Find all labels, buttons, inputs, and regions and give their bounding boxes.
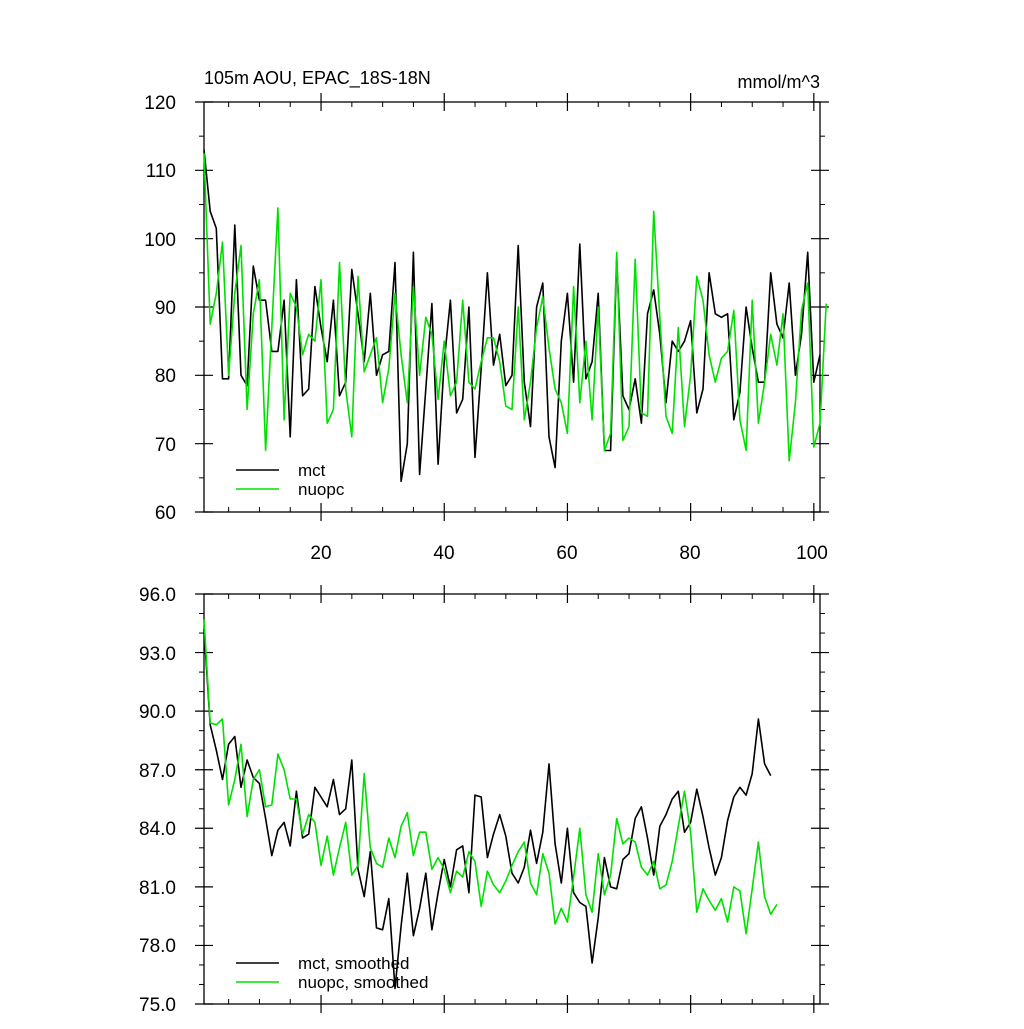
top-series-nuopc-line — [203, 153, 827, 462]
bottom-y-tick-label-84: 84.0 — [139, 819, 176, 840]
bottom-y-tick-label-78: 78.0 — [139, 936, 176, 957]
top-x-tick-label-40: 40 — [433, 543, 454, 564]
bottom-series-nuopc-smoothed-line — [203, 619, 778, 935]
top-y-tick-label-60: 60 — [155, 503, 176, 524]
top-y-tick-label-90: 90 — [155, 298, 176, 319]
top-y-tick-label-80: 80 — [155, 366, 176, 387]
bottom-y-tick-label-93: 93.0 — [139, 644, 176, 665]
bottom-panel: 75.0 78.0 81.0 84.0 87.0 90.0 93.0 96.0 … — [139, 585, 829, 1016]
top-x-tick-label-80: 80 — [679, 543, 700, 564]
top-legend-mct-label: mct — [298, 461, 326, 480]
bottom-y-tick-label-90: 90.0 — [139, 702, 176, 723]
top-y-tick-label-100: 100 — [144, 230, 176, 251]
top-chart-title: 105m AOU, EPAC_18S-18N — [204, 68, 431, 89]
bottom-y-tick-label-75: 75.0 — [139, 995, 176, 1016]
bottom-y-tick-label-81: 81.0 — [139, 878, 176, 899]
top-x-tick-label-20: 20 — [310, 543, 331, 564]
top-y-tick-label-110: 110 — [146, 161, 176, 182]
top-x-tick-label-100: 100 — [796, 543, 828, 564]
top-legend-nuopc-label: nuopc — [298, 480, 345, 499]
top-panel: 105m AOU, EPAC_18S-18N mmol/m^3 60 70 80… — [144, 68, 829, 564]
top-legend: mct nuopc — [236, 461, 345, 499]
top-chart-units: mmol/m^3 — [738, 72, 820, 92]
bottom-legend-mct-label: mct, smoothed — [298, 954, 410, 973]
bottom-series-mct-smoothed-line — [203, 629, 772, 990]
top-y-tick-label-120: 120 — [144, 93, 176, 114]
bottom-y-tick-label-87: 87.0 — [139, 761, 176, 782]
bottom-legend-nuopc-label: nuopc, smoothed — [298, 973, 428, 992]
bottom-plot-frame — [203, 593, 821, 1005]
top-series-mct-line — [203, 149, 821, 483]
bottom-legend: mct, smoothed nuopc, smoothed — [236, 954, 428, 992]
bottom-y-tick-label-96: 96.0 — [139, 585, 176, 606]
top-y-tick-label-70: 70 — [155, 435, 176, 456]
top-x-tick-label-60: 60 — [556, 543, 577, 564]
bottom-ticks — [195, 585, 829, 1013]
